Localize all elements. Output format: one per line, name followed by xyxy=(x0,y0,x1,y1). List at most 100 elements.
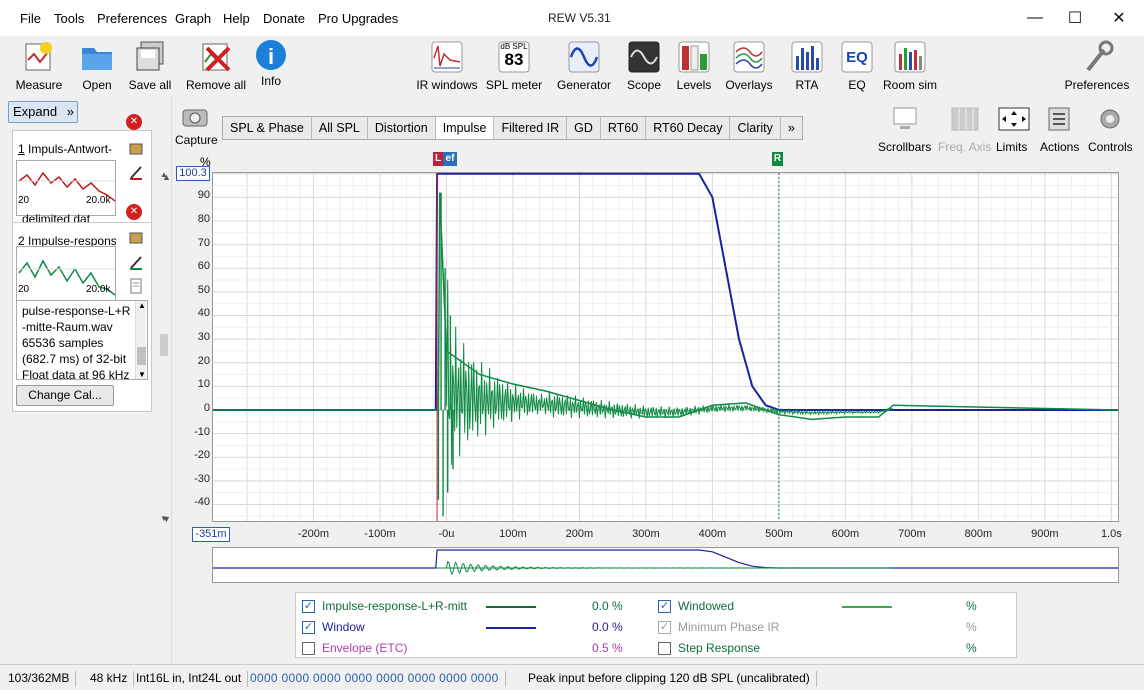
tab-all-spl[interactable]: All SPL xyxy=(312,117,368,139)
panel-scroll-thumb[interactable] xyxy=(160,334,168,356)
tab-rt60[interactable]: RT60 xyxy=(601,117,647,139)
tab-clarity[interactable]: Clarity xyxy=(730,117,781,139)
legend-checkbox[interactable]: ✓ xyxy=(302,621,315,634)
info-scrollbar[interactable]: ▲ ▼ xyxy=(135,301,146,379)
legend-label[interactable]: Window xyxy=(322,620,365,634)
camera-icon[interactable] xyxy=(180,106,210,128)
legend-checkbox[interactable]: ✓ xyxy=(658,621,671,634)
info-line: -mitte-Raum.wav xyxy=(22,320,113,334)
minimize-icon: — xyxy=(1027,9,1043,26)
measurement-2-title[interactable]: 2 Impulse-respons xyxy=(18,234,116,248)
y-axis-up-icon[interactable]: ▲ xyxy=(162,172,171,182)
measurement-1-axis-left: 20 xyxy=(18,195,30,206)
expand-button[interactable]: Expand » xyxy=(8,101,78,123)
measurement-2-tools-icon[interactable] xyxy=(128,230,144,246)
tab-rt60-decay[interactable]: RT60 Decay xyxy=(646,117,731,139)
impulse-graph[interactable] xyxy=(212,172,1119,522)
menu-donate[interactable]: Donate xyxy=(263,11,305,26)
legend-checkbox[interactable] xyxy=(302,642,315,655)
measurement-2-color-icon[interactable] xyxy=(128,254,144,270)
remove-measurement-1-icon[interactable]: ✕ xyxy=(126,114,142,130)
legend-label[interactable]: Minimum Phase IR xyxy=(678,620,780,634)
x-tick-label: 1.0s xyxy=(1100,528,1122,540)
legend-checkbox[interactable] xyxy=(658,642,671,655)
spl-meter-button[interactable]: dB SPL 83 SPL meter xyxy=(485,41,543,92)
levels-button[interactable]: Levels xyxy=(676,36,712,96)
y-axis-down-icon[interactable]: ▼ xyxy=(162,514,171,524)
right-window-marker[interactable]: R xyxy=(772,152,783,166)
scroll-thumb[interactable] xyxy=(137,347,146,365)
tab-distortion[interactable]: Distortion xyxy=(368,117,436,139)
menu-preferences[interactable]: Preferences xyxy=(97,11,168,26)
panel-scroll-up-icon[interactable]: ▲ xyxy=(160,170,168,179)
info-button[interactable]: i Info xyxy=(256,36,286,96)
y-top-readout[interactable]: 100.3 xyxy=(176,166,210,181)
legend-label[interactable]: Impulse-response-L+R-mitt xyxy=(322,599,468,613)
rta-button[interactable]: RTA xyxy=(791,36,823,96)
limits-icon xyxy=(997,106,1030,132)
x-left-readout[interactable]: -351m xyxy=(192,527,230,542)
legend-label[interactable]: Windowed xyxy=(678,599,735,613)
measurement-2-thumbnail xyxy=(16,246,116,302)
scroll-down-icon[interactable]: ▼ xyxy=(138,370,146,379)
close-button[interactable]: ✕ xyxy=(1096,4,1142,32)
y-tick-label: -40 xyxy=(194,496,210,509)
measure-button[interactable]: Measure xyxy=(16,36,62,96)
legend-checkbox[interactable]: ✓ xyxy=(658,600,671,613)
controls-button[interactable]: Controls xyxy=(1088,106,1133,154)
open-button[interactable]: Open xyxy=(78,36,116,96)
y-tick-label: 30 xyxy=(197,331,210,344)
panel-scrollbar[interactable]: ▲ ▼ xyxy=(158,168,170,524)
measurement-1-color-icon[interactable] xyxy=(128,164,144,180)
eq-button[interactable]: EQ EQ xyxy=(841,36,873,96)
overview-strip[interactable] xyxy=(212,547,1119,583)
tab-impulse[interactable]: Impulse xyxy=(435,117,495,139)
menu-graph[interactable]: Graph xyxy=(175,11,212,26)
ir-windows-button[interactable]: IR windows xyxy=(416,36,478,96)
scope-button[interactable]: Scope xyxy=(626,36,662,96)
legend-label[interactable]: Envelope (ETC) xyxy=(322,641,408,655)
limits-button[interactable]: Limits xyxy=(996,106,1030,154)
tab-gd[interactable]: GD xyxy=(567,117,601,139)
change-cal-button[interactable]: Change Cal... xyxy=(16,385,114,406)
reference-marker[interactable]: ef xyxy=(443,152,457,166)
chevron-double-right-icon: » xyxy=(66,104,74,119)
actions-button[interactable]: Actions xyxy=(1040,106,1079,154)
generator-button[interactable]: Generator xyxy=(556,36,612,96)
save-all-button[interactable]: Save all xyxy=(128,36,172,96)
left-window-marker[interactable]: L xyxy=(433,152,443,166)
wrench-icon xyxy=(1080,40,1114,74)
legend-checkbox[interactable]: ✓ xyxy=(302,600,315,613)
remove-measurement-2-icon[interactable]: ✕ xyxy=(126,204,142,220)
room-sim-icon xyxy=(893,40,927,74)
y-tick-label: -10 xyxy=(194,425,210,438)
measurement-1-tools-icon[interactable] xyxy=(128,141,144,157)
menu-file[interactable]: File xyxy=(20,11,41,26)
scroll-up-icon[interactable]: ▲ xyxy=(138,301,146,310)
measurement-2-notes-icon[interactable] xyxy=(128,278,144,294)
tabs-more-button[interactable]: » xyxy=(787,121,795,135)
tab-filtered-ir[interactable]: Filtered IR xyxy=(494,117,568,139)
measurement-info-text[interactable]: pulse-response-L+R -mitte-Raum.wav 65536 s… xyxy=(16,300,148,380)
capture-button[interactable]: Capture xyxy=(175,133,218,147)
legend-value: % xyxy=(966,620,977,634)
memory-status: 103/362MB xyxy=(8,671,77,687)
measurement-1-title[interactable]: 1 Impuls-Antwort- xyxy=(18,142,113,156)
x-tick-label: 800m xyxy=(964,528,993,540)
legend-label[interactable]: Step Response xyxy=(678,641,761,655)
overlays-button[interactable]: Overlays xyxy=(725,36,773,96)
remove-all-button[interactable]: Remove all xyxy=(186,36,246,96)
preferences-button[interactable]: Preferences xyxy=(1065,36,1129,96)
room-sim-button[interactable]: Room sim xyxy=(880,36,940,96)
minimize-button[interactable]: — xyxy=(1012,4,1058,32)
menu-pro-upgrades[interactable]: Pro Upgrades xyxy=(318,11,399,26)
maximize-button[interactable]: ☐ xyxy=(1052,4,1098,32)
menu-help[interactable]: Help xyxy=(223,11,250,26)
overview-plot[interactable] xyxy=(213,548,1118,582)
x-tick-label: 300m xyxy=(632,528,660,540)
impulse-plot[interactable] xyxy=(213,172,1119,521)
panel-scroll-down-icon[interactable]: ▼ xyxy=(160,514,168,523)
tab-spl-phase[interactable]: SPL & Phase xyxy=(223,117,312,139)
menu-tools[interactable]: Tools xyxy=(54,11,85,26)
scrollbars-button[interactable]: Scrollbars xyxy=(878,106,931,154)
